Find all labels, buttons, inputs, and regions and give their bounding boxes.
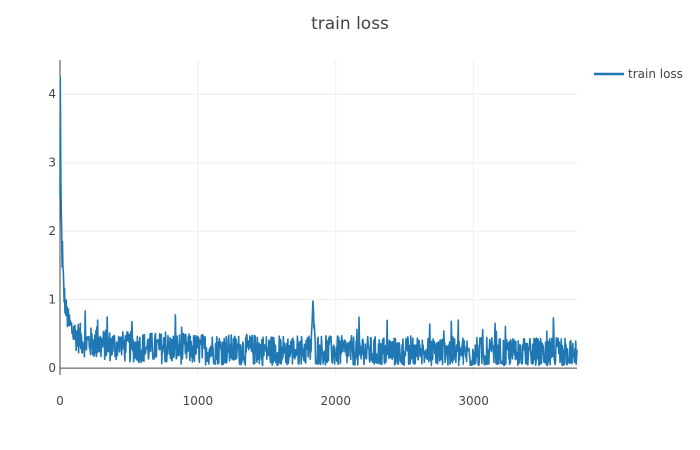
series-layer: [59, 76, 578, 367]
x-tick-label: 2000: [320, 394, 351, 408]
legend-label-train-loss[interactable]: train loss: [628, 67, 683, 81]
y-tick-label: 4: [48, 87, 56, 101]
axis-layer: [59, 60, 577, 375]
y-tick-label: 0: [48, 361, 56, 375]
tick-label-layer: 0 1000 2000 3000 0 1 2 3 4: [48, 87, 489, 408]
y-tick-label: 1: [48, 293, 56, 307]
x-tick-label: 3000: [458, 394, 489, 408]
legend[interactable]: train loss: [594, 67, 683, 81]
series-line-train-loss[interactable]: [59, 76, 578, 367]
grid-layer: [60, 60, 577, 375]
x-tick-label: 0: [56, 394, 64, 408]
y-tick-label: 3: [48, 156, 56, 170]
y-tick-label: 2: [48, 224, 56, 238]
x-tick-label: 1000: [183, 394, 214, 408]
chart-title: train loss: [311, 14, 389, 34]
